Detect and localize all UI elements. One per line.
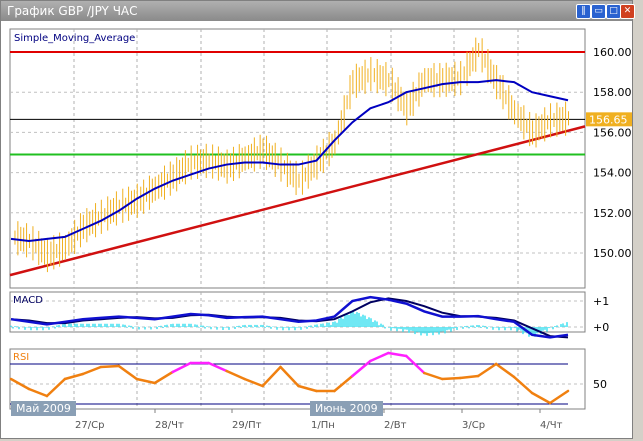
rsi-tick: 50 (593, 378, 607, 391)
month-tag-may: Май 2009 (11, 401, 76, 416)
rsi-segment (9, 377, 31, 391)
window-title-bar[interactable]: График GBP /JPY ЧАС (1, 1, 632, 21)
price-tick: 152.00 (593, 207, 632, 220)
rsi-segment (153, 370, 174, 385)
rsi-segment (530, 391, 552, 405)
date-tick: 27/Ср (75, 420, 104, 431)
rsi-segment (387, 351, 408, 358)
rsi-segment (171, 361, 192, 374)
rsi-segment (27, 387, 49, 398)
current-price-label: 156.65 (589, 113, 628, 126)
macd-tick: +0 (593, 321, 609, 334)
tile-button[interactable]: ‖ (576, 4, 591, 19)
rsi-segment (476, 362, 498, 378)
macd-main-line (10, 295, 569, 339)
rsi-segment (99, 364, 121, 369)
rsi-segment (117, 364, 139, 381)
window-title: График GBP /JPY ЧАС (7, 4, 138, 18)
sma-line (10, 79, 569, 242)
indicator-label: Simple_Moving_Average (14, 33, 135, 44)
chart-area[interactable]: 160.00 158.00 156.00 154.00 152.00 150.00 156.… (1, 1, 632, 438)
rsi-segment (243, 377, 264, 388)
price-tick: 158.00 (593, 86, 632, 99)
rsi-segment (225, 369, 246, 381)
rsi-segment (63, 372, 85, 381)
rsi-segment (405, 354, 426, 375)
price-tick: 160.00 (593, 46, 632, 59)
rsi-segment (423, 371, 444, 381)
month-tag-june: Июнь 2009 (310, 401, 383, 416)
date-tick: 29/Пт (232, 420, 262, 431)
rsi-segment (207, 361, 228, 373)
macd-label: MACD (13, 295, 43, 306)
rsi-segment (440, 376, 462, 381)
rsi-segment (369, 351, 390, 363)
macd-tick: +1 (593, 295, 609, 308)
rsi-pane (9, 348, 586, 410)
rsi-segment (81, 365, 103, 376)
date-tick: 1/Пн (311, 420, 335, 431)
rsi-segment (351, 359, 372, 378)
maximize-button[interactable]: □ (606, 4, 621, 19)
rsi-segment (135, 377, 156, 385)
rsi-segment (261, 365, 282, 388)
current-price-badge (586, 112, 632, 127)
rsi-segment (333, 374, 354, 393)
main-pane (9, 28, 586, 289)
rsi-segment (45, 377, 67, 398)
date-tick: 3/Ср (462, 420, 485, 431)
date-tick: 28/Чт (155, 420, 184, 431)
rsi-segment (494, 362, 516, 379)
rsi-segment (297, 384, 318, 393)
rsi-segment (279, 365, 300, 388)
date-tick: 4/Чт (540, 420, 563, 431)
rsi-segment (512, 375, 534, 395)
price-tick: 156.00 (593, 126, 632, 139)
minimize-button[interactable]: ▭ (591, 4, 606, 19)
close-button[interactable]: ✕ (620, 4, 635, 19)
rsi-label: RSI (13, 352, 29, 363)
rsi-segment (548, 389, 570, 405)
price-tick: 154.00 (593, 167, 632, 180)
trend-line (9, 125, 586, 277)
rsi-segment (458, 374, 480, 380)
macd-pane (9, 291, 586, 333)
price-tick: 150.00 (593, 247, 632, 260)
date-tick: 2/Вт (384, 420, 407, 431)
